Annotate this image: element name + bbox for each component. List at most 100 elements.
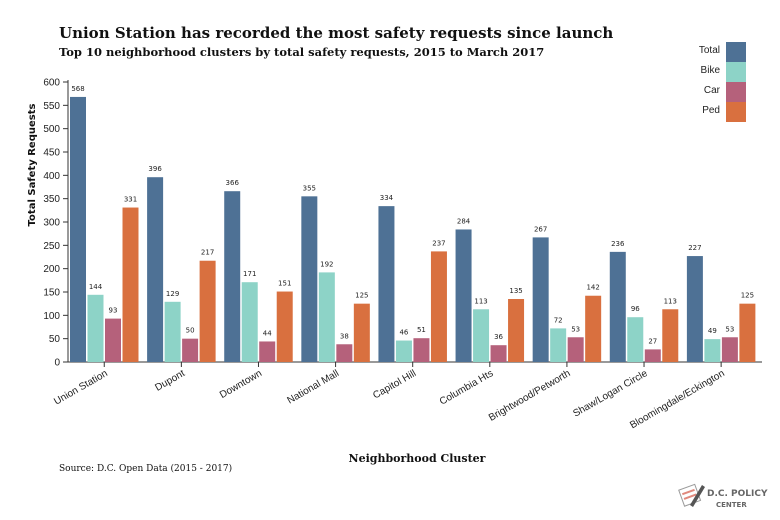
bars: 568 144 93 331 396 129 50 217 366 171 44 151 355 192 3…	[70, 85, 756, 362]
bar-ped-union-station	[122, 207, 139, 362]
data-label: 27	[648, 337, 657, 345]
data-label: 142	[586, 284, 599, 292]
y-tick-label: 100	[43, 311, 60, 322]
data-label: 267	[534, 225, 547, 233]
data-label: 355	[303, 184, 316, 192]
y-tick-label: 600	[43, 78, 60, 89]
data-label: 331	[124, 196, 137, 204]
chart-subtitle: Top 10 neighborhood clusters by total sa…	[59, 45, 544, 59]
x-tick-label: Brightwood/Petworth	[487, 368, 572, 424]
logo-line-2: CENTER	[716, 501, 747, 509]
bar-ped-dupont	[199, 260, 216, 362]
legend-swatch-bike	[726, 62, 746, 82]
data-label: 171	[243, 270, 256, 278]
y-tick-label: 300	[43, 218, 60, 229]
bar-ped-bloomingdale-eckington	[739, 303, 756, 362]
source-note: Source: D.C. Open Data (2015 - 2017)	[59, 463, 232, 474]
data-label: 36	[494, 333, 503, 341]
bar-ped-downtown	[276, 291, 293, 362]
data-label: 113	[664, 297, 677, 305]
bar-car-union-station	[105, 318, 121, 362]
data-label: 93	[109, 307, 118, 315]
y-axis: 0 50 100 150 200 250 300 350 400 450 500 550 600	[43, 78, 69, 369]
bar-car-downtown	[259, 341, 276, 362]
bar-bike-downtown	[241, 282, 258, 362]
bar-bike-bloomingdale-eckington	[704, 339, 721, 362]
data-label: 50	[186, 327, 195, 335]
data-label: 113	[474, 297, 487, 305]
data-label: 44	[263, 329, 272, 337]
bar-bike-columbia-hts	[473, 309, 490, 362]
y-tick-label: 150	[43, 288, 60, 299]
data-label: 151	[278, 280, 291, 288]
y-tick-label: 550	[43, 101, 60, 112]
logo-line-1: D.C. POLICY	[707, 489, 768, 499]
bar-total-national-mall	[301, 196, 318, 362]
pencil-icon	[678, 483, 705, 507]
bar-car-shaw-logan-circle	[644, 349, 661, 362]
legend-label-car: Car	[704, 85, 721, 96]
bar-ped-national-mall	[353, 303, 370, 362]
data-label: 284	[457, 217, 471, 225]
data-label: 192	[320, 260, 333, 268]
data-label: 135	[509, 287, 522, 295]
data-label: 129	[166, 290, 179, 298]
y-tick-label: 50	[49, 334, 61, 345]
legend-label-ped: Ped	[702, 105, 720, 116]
bar-ped-columbia-hts	[508, 299, 525, 362]
bar-total-dupont	[147, 177, 164, 362]
chart-title: Union Station has recorded the most safe…	[59, 24, 613, 42]
x-tick-label: National Mall	[286, 368, 342, 406]
bar-car-columbia-hts	[490, 345, 507, 362]
bar-car-brightwood-petworth	[567, 337, 584, 362]
data-label: 46	[399, 329, 408, 337]
logo: D.C. POLICY CENTER	[678, 483, 768, 509]
x-tick-label: Dupont	[153, 368, 187, 394]
bar-car-national-mall	[336, 344, 353, 362]
legend-swatch-total	[726, 42, 746, 62]
legend-label-total: Total	[699, 45, 720, 56]
x-axis-title: Neighborhood Cluster	[349, 452, 486, 465]
bar-total-capitol-hill	[378, 206, 395, 362]
bar-total-bloomingdale-eckington	[686, 256, 703, 362]
data-label: 396	[148, 165, 162, 173]
y-tick-label: 450	[43, 148, 60, 159]
data-label: 125	[741, 292, 754, 300]
data-label: 53	[571, 325, 580, 333]
bar-ped-brightwood-petworth	[585, 295, 602, 362]
y-axis-title: Total Safety Requests	[27, 104, 38, 227]
y-tick-label: 400	[43, 171, 60, 182]
legend-swatch-ped	[726, 102, 746, 122]
bar-bike-brightwood-petworth	[550, 328, 567, 362]
legend-swatch-car	[726, 82, 746, 102]
data-label: 568	[71, 85, 84, 93]
bar-ped-capitol-hill	[430, 251, 447, 362]
data-label: 237	[432, 239, 445, 247]
bar-total-brightwood-petworth	[532, 237, 549, 362]
bar-car-dupont	[182, 338, 199, 362]
x-axis: Union Station Dupont Downtown National Mall…	[52, 361, 762, 431]
y-tick-label: 500	[43, 124, 60, 135]
x-tick-label: Shaw/Logan Circle	[571, 368, 650, 420]
y-tick-label: 350	[43, 194, 60, 205]
data-label: 38	[340, 332, 349, 340]
y-tick-label: 250	[43, 241, 60, 252]
bar-total-columbia-hts	[455, 229, 472, 362]
bar-car-bloomingdale-eckington	[721, 337, 738, 362]
data-label: 217	[201, 249, 214, 257]
bar-total-downtown	[224, 191, 241, 362]
x-tick-label: Downtown	[218, 368, 264, 401]
bar-bike-dupont	[164, 301, 181, 362]
data-label: 236	[611, 240, 625, 248]
bar-total-shaw-logan-circle	[609, 251, 626, 362]
data-label: 125	[355, 292, 368, 300]
data-label: 334	[380, 194, 394, 202]
data-label: 144	[89, 283, 103, 291]
data-label: 49	[708, 327, 717, 335]
x-tick-label: Columbia Hts	[438, 368, 495, 408]
bar-bike-national-mall	[318, 272, 335, 362]
bar-car-capitol-hill	[413, 338, 430, 362]
data-label: 53	[725, 325, 734, 333]
y-tick-label: 0	[54, 358, 60, 369]
